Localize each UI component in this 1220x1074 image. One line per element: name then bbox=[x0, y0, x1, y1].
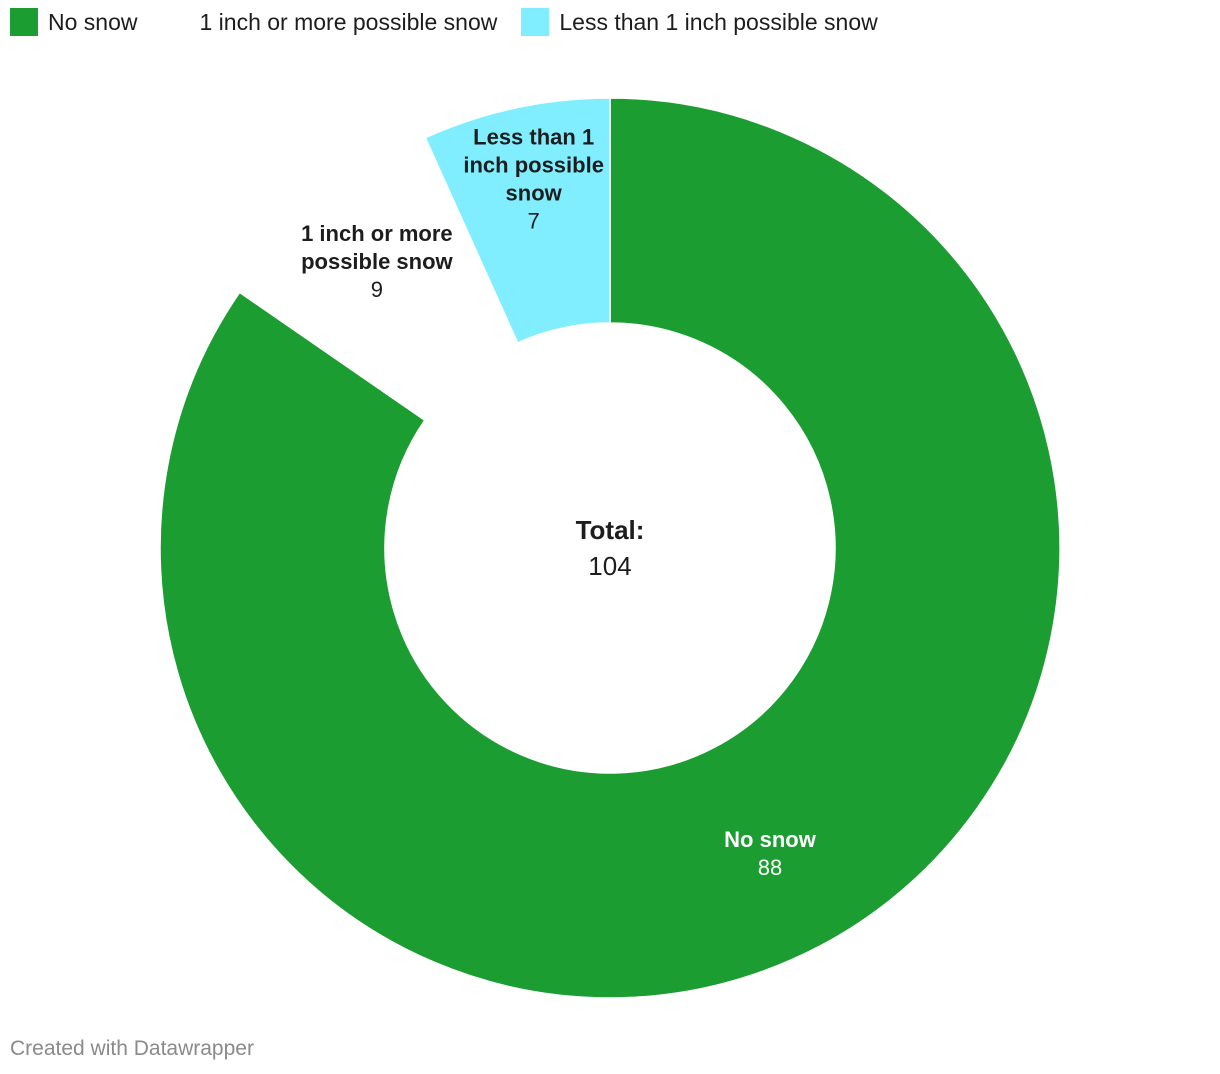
legend-item-no-snow: No snow bbox=[10, 8, 137, 36]
slice-label-name-1-inch-or-more-possible-snow: 1 inch or more bbox=[301, 221, 453, 246]
slice-label-less-than-1-inch-possible-snow: Less than 1 inch possible snow 7 bbox=[463, 124, 604, 233]
slice-label-name-no-snow: No snow bbox=[724, 827, 817, 852]
slice-label-value-1-inch-or-more-possible-snow: 9 bbox=[371, 277, 383, 302]
slice-label-1-inch-or-more-possible-snow: 1 inch or more possible snow 9 bbox=[301, 221, 453, 302]
center-value: 104 bbox=[588, 551, 631, 581]
slice-label-value-no-snow: 88 bbox=[758, 855, 782, 880]
legend-label-less-than-1-inch: Less than 1 inch possible snow bbox=[559, 8, 878, 35]
slice-label-name-less-than-1-inch-possible-snow: Less than 1 bbox=[473, 124, 594, 149]
slice-label-name-less-than-1-inch-possible-snow: inch possible bbox=[463, 152, 604, 177]
legend-item-1-inch-or-more: 1 inch or more possible snow bbox=[161, 8, 497, 36]
legend-label-1-inch-or-more: 1 inch or more possible snow bbox=[199, 8, 498, 35]
legend: No snow 1 inch or more possible snow Les… bbox=[10, 8, 902, 36]
slice-less-than-1-inch-possible-snow bbox=[424, 97, 611, 344]
slice-label-name-less-than-1-inch-possible-snow: snow bbox=[506, 180, 563, 205]
slice-label-value-less-than-1-inch-possible-snow: 7 bbox=[528, 208, 540, 233]
slice-label-name-1-inch-or-more-possible-snow: possible snow bbox=[301, 249, 453, 274]
legend-label-no-snow: No snow bbox=[48, 8, 138, 35]
slice-labels: No snow 88 1 inch or more possible snow 9 Les… bbox=[301, 124, 817, 879]
legend-swatch-less-than-1-inch bbox=[521, 8, 550, 36]
slice-no-snow bbox=[159, 97, 1061, 999]
legend-swatch-no-snow bbox=[10, 8, 38, 36]
slice-label-no-snow: No snow 88 bbox=[724, 827, 817, 880]
center-label: Total: bbox=[576, 515, 645, 545]
legend-swatch-1-inch-or-more bbox=[161, 8, 190, 36]
donut-slices bbox=[159, 97, 1061, 999]
legend-item-less-than-1-inch: Less than 1 inch possible snow bbox=[521, 8, 878, 36]
credit-footer: Created with Datawrapper bbox=[10, 1037, 254, 1060]
